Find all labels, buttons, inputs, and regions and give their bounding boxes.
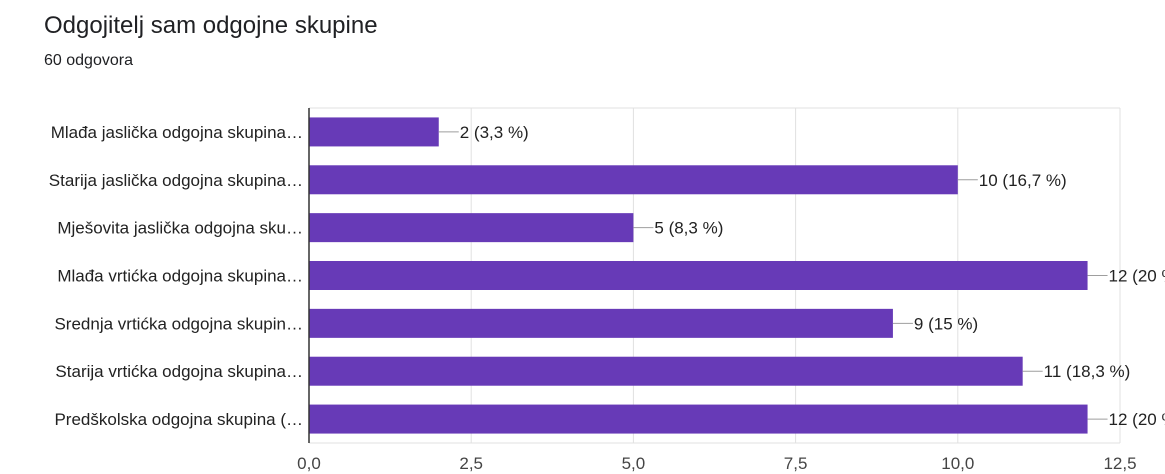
bar[interactable]: [309, 213, 634, 243]
category-label: Starija vrtićka odgojna skupina…: [55, 362, 303, 381]
bar[interactable]: [309, 261, 1088, 290]
data-label: 9 (15 %): [914, 314, 978, 333]
data-label: 2 (3,3 %): [460, 123, 529, 142]
bar[interactable]: [309, 165, 958, 195]
labels: 0,0 2,5 5,0 7,5 10,0 12,5 Mlađa jaslička odgoj…: [49, 123, 1165, 473]
x-tick-label: 10,0: [941, 454, 974, 473]
x-tick-label: 12,5: [1103, 454, 1136, 473]
category-label: Mlađa vrtićka odgojna skupina…: [57, 267, 303, 286]
category-label: Mlađa jaslička odgojna skupina…: [51, 123, 303, 142]
bars: [309, 117, 1088, 434]
category-label: Starija jaslička odgojna skupina…: [49, 171, 303, 190]
data-label: 10 (16,7 %): [979, 171, 1067, 190]
data-label: 5 (8,3 %): [654, 219, 723, 238]
x-tick-label: 7,5: [784, 454, 808, 473]
data-label: 11 (18,3 %): [1044, 362, 1131, 381]
bar[interactable]: [309, 356, 1023, 386]
category-label: Predškolska odgojna skupina (…: [54, 410, 303, 429]
x-tick-label: 0,0: [297, 454, 321, 473]
bar[interactable]: [309, 404, 1088, 434]
x-tick-label: 5,0: [622, 454, 646, 473]
bar[interactable]: [309, 308, 893, 338]
category-label: Srednja vrtićka odgojna skupin…: [54, 314, 303, 333]
data-label: 12 (20 %): [1109, 410, 1165, 429]
x-tick-label: 2,5: [459, 454, 483, 473]
chart-title: Odgojitelj sam odgojne skupine: [44, 12, 378, 39]
category-label: Mješovita jaslička odgojna sku…: [57, 219, 303, 238]
bar[interactable]: [309, 117, 439, 147]
data-label: 12 (20 %): [1109, 267, 1165, 286]
response-count: 60 odgovora: [44, 52, 133, 69]
